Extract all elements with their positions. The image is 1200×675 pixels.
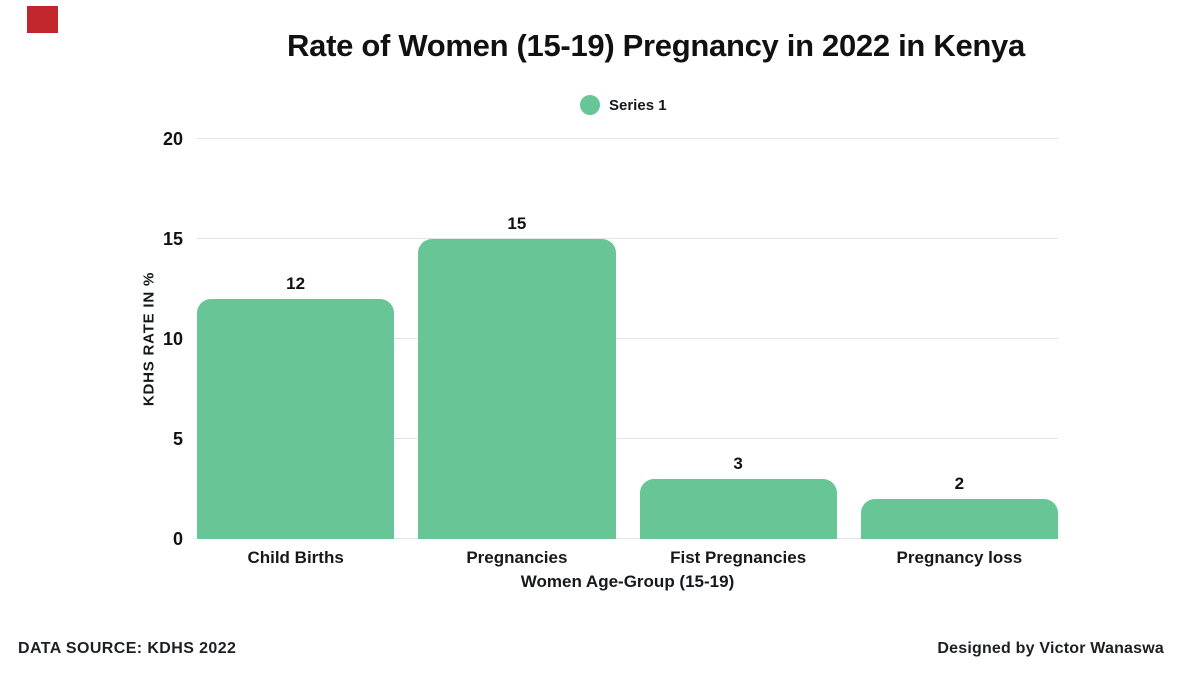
bar-slot: 3 Fist Pregnancies <box>639 139 837 567</box>
bar-fist-pregnancies <box>639 479 837 539</box>
y-tick-label-10: 10 <box>162 329 183 349</box>
y-tick-label-0: 0 <box>172 529 183 549</box>
bar-slot: 2 Pregnancy loss <box>860 139 1058 567</box>
red-brand-square <box>27 6 58 33</box>
bar-child-births <box>197 299 395 539</box>
gridline-y10 <box>197 338 1058 339</box>
chart-title: Rate of Women (15-19) Pregnancy in 2022 … <box>287 28 1025 63</box>
legend-series-label: Series 1 <box>609 96 667 114</box>
designer-credit: Designed by Victor Wanaswa <box>937 640 1164 657</box>
bar-value-label: 2 <box>954 474 965 493</box>
y-tick-label-20: 20 <box>162 129 183 149</box>
bar-value-label: 3 <box>733 454 743 473</box>
gridline-y5 <box>197 438 1058 439</box>
y-tick-label-5: 5 <box>172 429 183 449</box>
gridline-y15 <box>197 238 1058 239</box>
bar-value-label: 15 <box>507 214 527 233</box>
category-label: Fist Pregnancies <box>670 548 807 567</box>
data-source-credit: DATA SOURCE: KDHS 2022 <box>18 640 237 657</box>
legend: Series 1 <box>580 95 667 115</box>
gridline-y0 <box>197 538 1058 539</box>
bar-pregnancies <box>418 239 616 539</box>
x-axis-title: Women Age-Group (15-19) <box>520 572 735 591</box>
category-label: Child Births <box>247 548 344 567</box>
plot-area: 0 5 10 15 20 12 Child Births 15 Pregnancies 3 Fist… <box>163 129 1058 567</box>
bar-slot: 15 Pregnancies <box>418 139 616 567</box>
category-label: Pregnancies <box>466 548 568 567</box>
y-tick-label-15: 15 <box>162 229 183 249</box>
category-label: Pregnancy loss <box>896 548 1023 567</box>
bar-pregnancy-loss <box>860 499 1058 539</box>
bars-row: 12 Child Births 15 Pregnancies 3 Fist Pregnan… <box>197 139 1058 567</box>
bar-value-label: 12 <box>286 274 306 293</box>
series-swatch-icon <box>580 95 600 115</box>
bar-slot: 12 Child Births <box>197 139 395 567</box>
gridline-y20 <box>197 138 1058 139</box>
